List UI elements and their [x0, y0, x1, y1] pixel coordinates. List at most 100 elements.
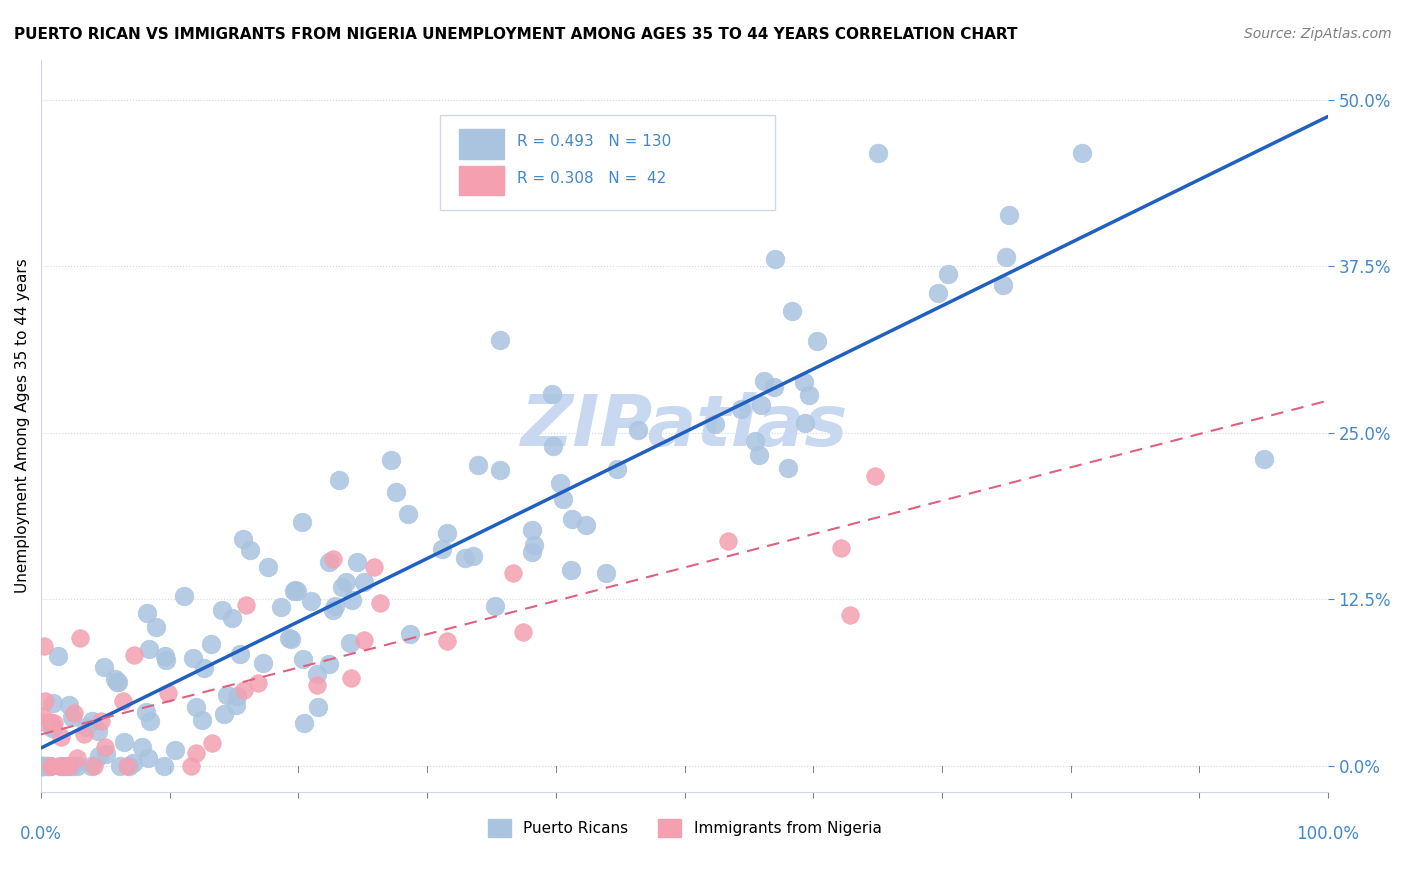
Point: [212, 707, 235, 722]
Point: [541, 439, 564, 453]
Point: [489, 333, 512, 347]
Point: [398, 627, 420, 641]
Point: [46, 648, 69, 663]
Point: [157, 685, 180, 699]
Point: [107, 675, 129, 690]
Point: [291, 652, 314, 666]
Point: [778, 460, 800, 475]
Point: [51, 758, 73, 772]
Point: [58, 758, 80, 772]
Point: [252, 656, 274, 670]
Point: [221, 611, 243, 625]
Point: [606, 462, 628, 476]
Text: Source: ZipAtlas.com: Source: ZipAtlas.com: [1244, 27, 1392, 41]
Point: [353, 575, 375, 590]
Point: [30, 758, 52, 772]
Point: [193, 661, 215, 675]
Point: [211, 603, 233, 617]
Point: [51, 758, 73, 772]
Point: [232, 683, 254, 698]
Point: [270, 600, 292, 615]
Bar: [460, 129, 505, 159]
Point: [75, 720, 97, 734]
Point: [385, 485, 408, 500]
Point: [548, 476, 571, 491]
Point: [39, 758, 62, 772]
Point: [66, 758, 89, 772]
Point: [153, 758, 176, 772]
Point: [284, 582, 307, 597]
Text: ZIPatlas: ZIPatlas: [520, 392, 848, 460]
Point: [748, 448, 770, 462]
Point: [523, 538, 546, 552]
Point: [138, 642, 160, 657]
Point: [339, 671, 361, 685]
Point: [368, 597, 391, 611]
Point: [108, 758, 131, 772]
Point: [936, 267, 959, 281]
Point: [181, 651, 204, 665]
Point: [124, 648, 146, 662]
Point: [32, 639, 55, 653]
Point: [998, 208, 1021, 222]
Text: R = 0.493   N = 130: R = 0.493 N = 130: [517, 134, 672, 149]
Point: [184, 746, 207, 760]
Point: [730, 402, 752, 417]
Point: [83, 758, 105, 772]
Point: [49, 730, 72, 744]
Point: [190, 714, 212, 728]
Point: [283, 583, 305, 598]
Point: [118, 758, 141, 772]
Point: [627, 423, 650, 437]
Point: [328, 473, 350, 487]
Point: [502, 566, 524, 580]
Point: [380, 453, 402, 467]
Legend: Puerto Ricans, Immigrants from Nigeria: Puerto Ricans, Immigrants from Nigeria: [481, 813, 887, 844]
Point: [561, 512, 583, 526]
Point: [186, 699, 208, 714]
Point: [41, 721, 63, 735]
Point: [294, 715, 316, 730]
Point: [330, 580, 353, 594]
Point: [339, 636, 361, 650]
Point: [145, 620, 167, 634]
Text: 100.0%: 100.0%: [1296, 825, 1360, 844]
Point: [763, 380, 786, 394]
Point: [797, 388, 820, 402]
Point: [53, 758, 76, 772]
Point: [31, 758, 53, 772]
Point: [489, 463, 512, 477]
Point: [58, 758, 80, 772]
Point: [163, 742, 186, 756]
Point: [135, 606, 157, 620]
Point: [436, 633, 458, 648]
Point: [41, 715, 63, 730]
Point: [200, 637, 222, 651]
Bar: [460, 166, 505, 195]
Point: [703, 417, 725, 432]
Point: [461, 549, 484, 563]
Point: [55, 758, 77, 772]
Point: [90, 714, 112, 728]
Point: [744, 434, 766, 448]
Point: [226, 689, 249, 703]
Point: [115, 758, 138, 772]
Point: [318, 657, 340, 671]
Point: [215, 689, 238, 703]
Text: R = 0.308   N =  42: R = 0.308 N = 42: [517, 170, 666, 186]
Point: [285, 584, 308, 599]
Point: [111, 693, 134, 707]
Point: [153, 648, 176, 663]
Point: [467, 458, 489, 472]
Point: [94, 740, 117, 755]
Point: [60, 710, 83, 724]
Point: [232, 532, 254, 546]
Point: [42, 720, 65, 734]
Point: [512, 625, 534, 640]
Point: [86, 724, 108, 739]
Point: [749, 398, 772, 412]
Point: [839, 607, 862, 622]
Point: [35, 758, 58, 772]
Point: [318, 555, 340, 569]
Point: [31, 758, 53, 772]
